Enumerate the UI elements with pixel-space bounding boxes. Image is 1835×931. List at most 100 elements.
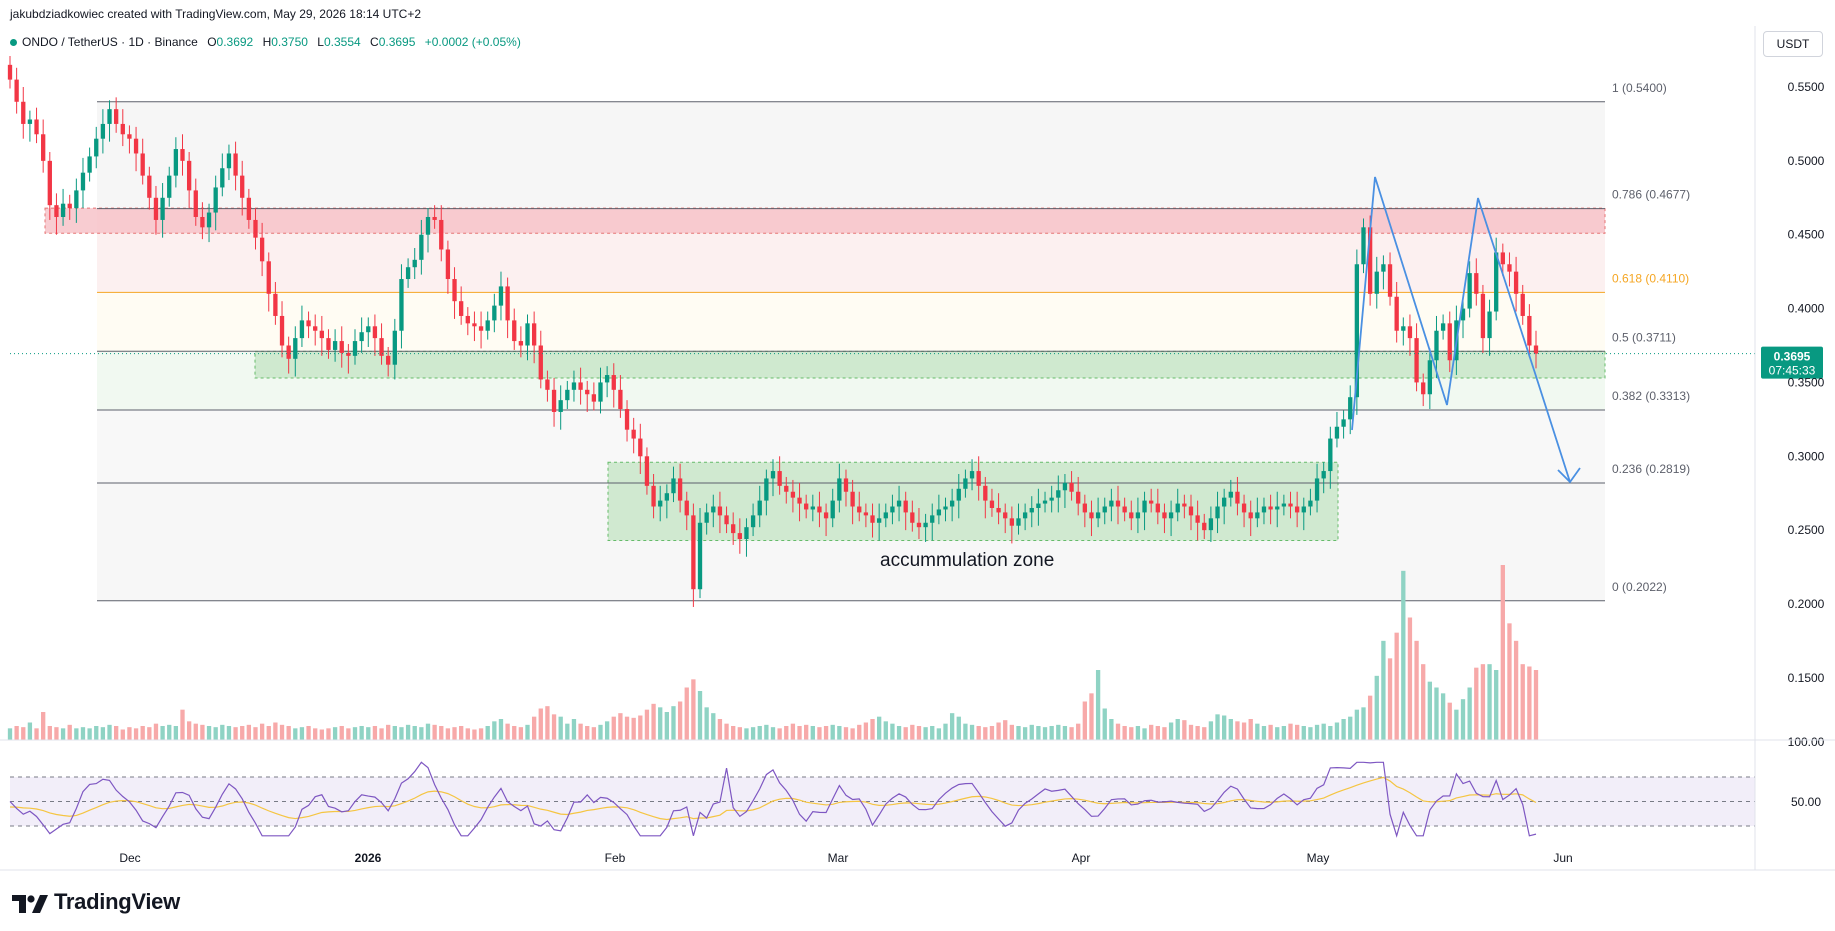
volume-bar xyxy=(226,726,232,740)
volume-bar xyxy=(419,727,424,740)
candle-body xyxy=(359,332,364,342)
candle-body xyxy=(870,515,875,523)
volume-bar xyxy=(498,719,504,740)
volume-bar xyxy=(877,716,882,740)
candle-body xyxy=(1328,438,1333,472)
candle-body xyxy=(1467,273,1472,309)
candle-body xyxy=(133,138,139,154)
candle-body xyxy=(352,341,358,356)
volume-bar xyxy=(996,722,1001,740)
volume-bar xyxy=(750,727,756,740)
volume-bar xyxy=(253,727,258,740)
symbol-name[interactable]: ONDO / TetherUS · 1D · Binance xyxy=(22,35,198,49)
volume-bar xyxy=(299,727,305,740)
currency-selector[interactable]: USDT xyxy=(1763,31,1823,57)
y-tick-label: 0.4500 xyxy=(1788,228,1825,242)
candle-body xyxy=(1513,271,1519,294)
price-chart[interactable]: 1 (0.5400)0.786 (0.4677)0.618 (0.4110)0.… xyxy=(0,0,1835,880)
volume-bar xyxy=(671,706,676,740)
arrow-head xyxy=(1557,467,1581,484)
candle-body xyxy=(1301,506,1306,513)
accumulation-zone-label: accummulation zone xyxy=(880,550,1054,571)
candle-body xyxy=(883,512,888,519)
candle-body xyxy=(233,153,238,176)
volume-bar xyxy=(545,706,550,740)
tradingview-logo[interactable]: TradingView xyxy=(12,889,180,915)
volume-bar xyxy=(770,727,776,740)
volume-bar xyxy=(976,726,981,740)
candle-body xyxy=(704,512,709,523)
candle-body xyxy=(1308,500,1313,507)
candle-body xyxy=(1129,512,1134,519)
candle-body xyxy=(386,355,391,365)
market-status-icon xyxy=(10,39,17,47)
volume-bar xyxy=(352,727,358,740)
candle-body xyxy=(1527,315,1532,346)
volume-bar xyxy=(405,724,411,740)
volume-bar xyxy=(465,728,470,740)
candle-body xyxy=(319,330,324,339)
volume-bar xyxy=(220,724,225,740)
candle-body xyxy=(551,389,557,412)
low-label: L xyxy=(317,35,324,49)
candle-body xyxy=(1487,311,1492,339)
volume-bar xyxy=(943,723,948,740)
volume-bar xyxy=(949,713,955,740)
candle-body xyxy=(1367,227,1373,294)
candle-body xyxy=(226,153,232,169)
candle-body xyxy=(1288,503,1293,507)
volume-bar xyxy=(1480,664,1486,740)
candle-body xyxy=(1414,338,1419,383)
volume-bar xyxy=(180,709,185,740)
volume-bar xyxy=(1082,701,1087,740)
candle-body xyxy=(810,506,815,510)
candle-body xyxy=(1421,382,1426,395)
candle-body xyxy=(1480,293,1486,339)
volume-bar xyxy=(399,727,404,740)
y-tick-label: 0.5500 xyxy=(1788,80,1825,94)
candle-body xyxy=(74,190,79,209)
fib-label: 0.382 (0.3313) xyxy=(1612,389,1690,403)
volume-bar xyxy=(684,687,689,740)
volume-bar xyxy=(1328,726,1333,740)
volume-bar xyxy=(319,729,324,740)
candle-body xyxy=(379,338,384,356)
candle-body xyxy=(744,527,749,540)
fib-label: 0 (0.2022) xyxy=(1612,580,1667,594)
candle-body xyxy=(731,524,736,534)
candle-body xyxy=(1175,503,1180,513)
candle-body xyxy=(1354,264,1360,398)
candle-body xyxy=(1447,323,1452,361)
volume-bar xyxy=(1460,699,1466,740)
candle-body xyxy=(41,134,46,161)
candle-body xyxy=(465,315,470,324)
volume-bar xyxy=(823,726,829,740)
volume-bar xyxy=(359,726,364,740)
candle-body xyxy=(538,345,543,380)
candle-body xyxy=(1155,503,1160,513)
candle-body xyxy=(750,515,756,528)
volume-bar xyxy=(1208,721,1214,740)
volume-bar xyxy=(1367,695,1373,740)
x-tick-label: Jun xyxy=(1553,851,1572,865)
volume-bar xyxy=(120,729,125,740)
volume-bar xyxy=(279,724,285,740)
x-tick-label: Mar xyxy=(828,851,849,865)
volume-bar xyxy=(1042,727,1048,740)
candle-body xyxy=(983,485,988,501)
volume-bar xyxy=(478,728,484,740)
candle-body xyxy=(147,175,152,198)
volume-bar xyxy=(140,726,145,740)
volume-bar xyxy=(1056,724,1061,740)
volume-bar xyxy=(910,724,915,740)
fib-label: 1 (0.5400) xyxy=(1612,81,1667,95)
volume-bar xyxy=(1135,726,1141,740)
volume-bar xyxy=(186,721,192,740)
volume-bar xyxy=(525,724,530,740)
candle-body xyxy=(186,160,192,191)
volume-bar xyxy=(1255,723,1260,740)
volume-bar xyxy=(1494,670,1499,740)
volume-bar xyxy=(14,726,19,740)
candle-body xyxy=(419,234,424,260)
volume-bar xyxy=(313,728,318,740)
